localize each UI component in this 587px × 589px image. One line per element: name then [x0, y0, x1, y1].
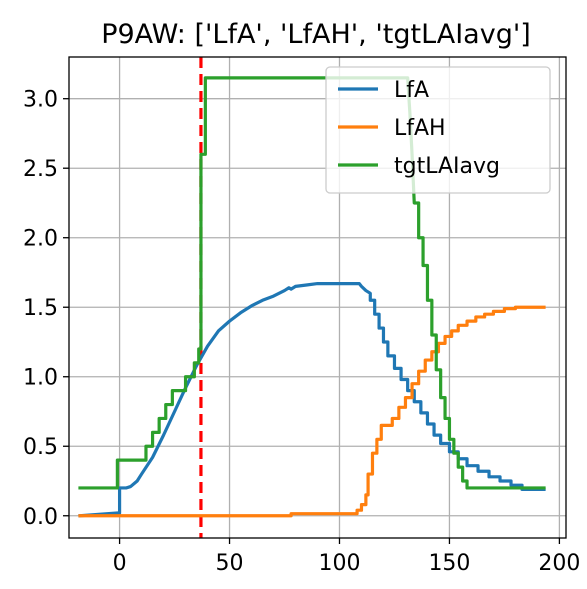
- y-tick-label: 3.0: [23, 88, 58, 113]
- legend-box: [325, 66, 551, 194]
- x-tick-label: 100: [318, 551, 360, 576]
- chart-title: P9AW: ['LfA', 'LfAH', 'tgtLAIavg']: [101, 19, 531, 50]
- x-tick-label: 200: [538, 551, 580, 576]
- series-line-lfah: [78, 305, 546, 518]
- y-tick-label: 0.5: [23, 435, 58, 460]
- plot-frame: [68, 56, 567, 539]
- legend-label: LfA: [394, 78, 429, 103]
- legend-label: LfAH: [394, 116, 446, 141]
- legend: LfA LfAH tgtLAIavg: [325, 66, 551, 194]
- y-tick-label: 1.0: [23, 366, 58, 391]
- y-tick-label: 2.0: [23, 227, 58, 252]
- x-tick-label: 0: [113, 551, 127, 576]
- y-tick-label: 0.0: [23, 505, 58, 530]
- y-tick-label: 2.5: [23, 157, 58, 182]
- y-tick-label: 1.5: [23, 296, 58, 321]
- legend-label: tgtLAIavg: [394, 154, 500, 179]
- x-tick-label: 50: [216, 551, 244, 576]
- x-tick-label: 150: [428, 551, 470, 576]
- axes: 0 50 100 150 200 0.0 0.5 1.0 1.5 2.0 2.5 3.0: [23, 88, 580, 576]
